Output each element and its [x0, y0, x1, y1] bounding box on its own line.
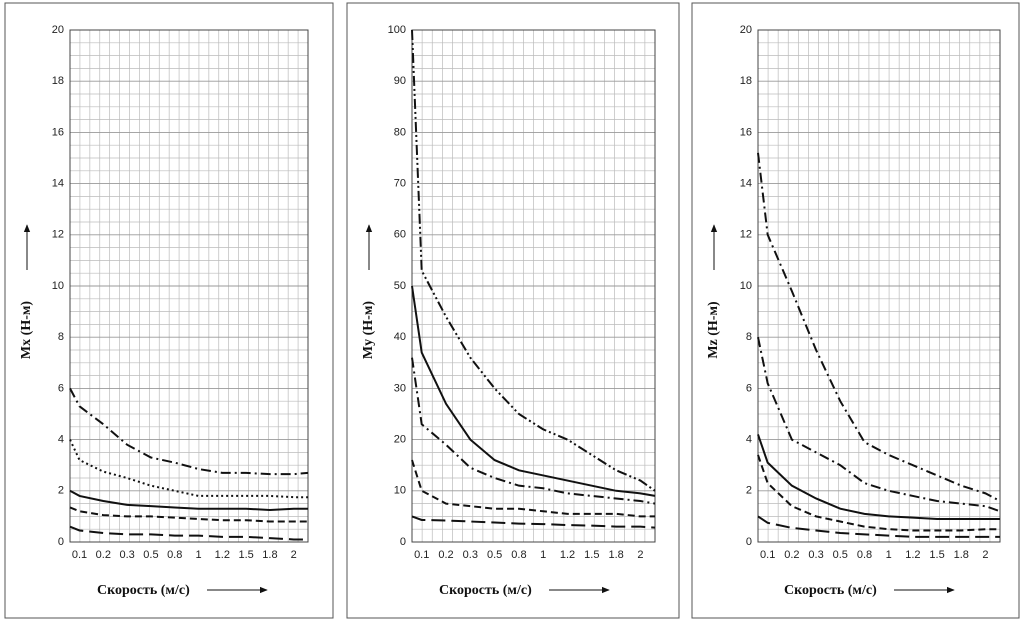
x-tick-label: 0.8 [511, 549, 526, 561]
y-tick-label: 90 [394, 75, 406, 87]
data-line [69, 525, 308, 541]
y-tick-label: 100 [388, 24, 406, 36]
y-axis-label: Mz (Н-м) [706, 301, 721, 359]
data-line [411, 285, 656, 497]
x-tick-label: 0.1 [72, 549, 87, 561]
y-tick-label: 12 [52, 229, 64, 241]
data-line [411, 357, 656, 505]
x-tick-label: 1 [540, 549, 546, 561]
x-tick-label: 0.3 [119, 549, 134, 561]
data-line [757, 434, 1000, 520]
y-tick-label: 18 [740, 75, 752, 87]
data-line [411, 29, 656, 492]
y-tick-label: 12 [740, 229, 752, 241]
y-axis-label: Mx (Н-м) [19, 301, 34, 359]
data-line [411, 515, 656, 529]
y-tick-label: 6 [746, 382, 752, 394]
x-tick-label: 1.5 [929, 549, 944, 561]
panel-border [691, 2, 1020, 619]
y-tick-label: 70 [394, 178, 406, 190]
data-line [69, 489, 308, 512]
y-tick-label: 14 [740, 178, 752, 190]
x-tick-label: 1 [195, 549, 201, 561]
data-line [69, 387, 309, 476]
data-line [757, 336, 1001, 513]
y-tick-label: 16 [740, 126, 752, 138]
panel-border [4, 2, 334, 619]
y-tick-label: 10 [740, 280, 752, 292]
data-line [69, 439, 308, 499]
x-tick-label: 0.3 [808, 549, 823, 561]
x-tick-label: 1.2 [215, 549, 230, 561]
x-tick-label: 1.8 [954, 549, 969, 561]
x-tick-label: 0.2 [96, 549, 111, 561]
panel-border [346, 2, 680, 619]
y-tick-label: 2 [746, 485, 752, 497]
x-axis-label: Скорость (м/с) [784, 583, 877, 598]
chart: 0 2 4 6 8 10 12 14 16 18 20 0.1 0.2 0.3 0.5 0.8 1 1.2 1.5 1… [4, 2, 334, 619]
x-tick-label: 0.1 [414, 549, 429, 561]
x-tick-label: 2 [637, 549, 643, 561]
y-tick-label: 80 [394, 126, 406, 138]
x-tick-label: 1.8 [608, 549, 623, 561]
x-tick-label: 1.2 [905, 549, 920, 561]
x-tick-label: 1 [886, 549, 892, 561]
y-tick-label: 20 [52, 24, 64, 36]
x-tick-label: 0.3 [463, 549, 478, 561]
y-tick-label: 4 [746, 434, 752, 446]
x-axis-label: Скорость (м/с) [97, 583, 190, 598]
y-tick-label: 18 [52, 75, 64, 87]
data-line [757, 515, 1000, 538]
x-tick-label: 2 [291, 549, 297, 561]
y-tick-label: 8 [58, 331, 64, 343]
y-tick-label: 4 [58, 434, 64, 446]
x-tick-label: 0.8 [857, 549, 872, 561]
plot-frame [69, 29, 309, 543]
y-tick-label: 0 [400, 536, 406, 548]
y-tick-label: 20 [740, 24, 752, 36]
x-tick-label: 1.5 [238, 549, 253, 561]
y-axis-label: My (Н-м) [361, 301, 376, 359]
y-tick-label: 50 [394, 280, 406, 292]
data-line [411, 459, 655, 518]
x-tick-label: 0.5 [487, 549, 502, 561]
y-tick-label: 0 [58, 536, 64, 548]
y-tick-label: 10 [394, 485, 406, 497]
y-tick-label: 30 [394, 382, 406, 394]
y-tick-label: 8 [746, 331, 752, 343]
y-tick-label: 14 [52, 178, 64, 190]
chart: 0 10 20 30 40 50 60 70 80 90 100 0.1 0.2 0.3 0.5 0.8 1 1.… [346, 2, 680, 619]
x-tick-label: 1.5 [584, 549, 599, 561]
data-line [757, 454, 1000, 532]
chart: 0 2 4 6 8 10 12 14 16 18 20 0.1 0.2 0.3 0.5 0.8 1 1.2 1.5 1… [691, 2, 1020, 619]
x-tick-label: 0.1 [760, 549, 775, 561]
x-tick-label: 0.8 [167, 549, 182, 561]
y-tick-label: 6 [58, 382, 64, 394]
x-tick-label: 2 [982, 549, 988, 561]
y-tick-label: 10 [52, 280, 64, 292]
y-tick-label: 0 [746, 536, 752, 548]
x-axis-label: Скорость (м/с) [439, 583, 532, 598]
x-tick-label: 1.8 [262, 549, 277, 561]
x-tick-label: 1.2 [560, 549, 575, 561]
y-tick-label: 2 [58, 485, 64, 497]
y-tick-label: 16 [52, 126, 64, 138]
x-tick-label: 0.2 [438, 549, 453, 561]
plot-frame [757, 29, 1001, 543]
y-tick-label: 40 [394, 331, 406, 343]
data-line [757, 152, 1001, 502]
y-tick-label: 60 [394, 229, 406, 241]
x-tick-label: 0.5 [833, 549, 848, 561]
x-tick-label: 0.2 [784, 549, 799, 561]
x-tick-label: 0.5 [143, 549, 158, 561]
y-tick-label: 20 [394, 434, 406, 446]
